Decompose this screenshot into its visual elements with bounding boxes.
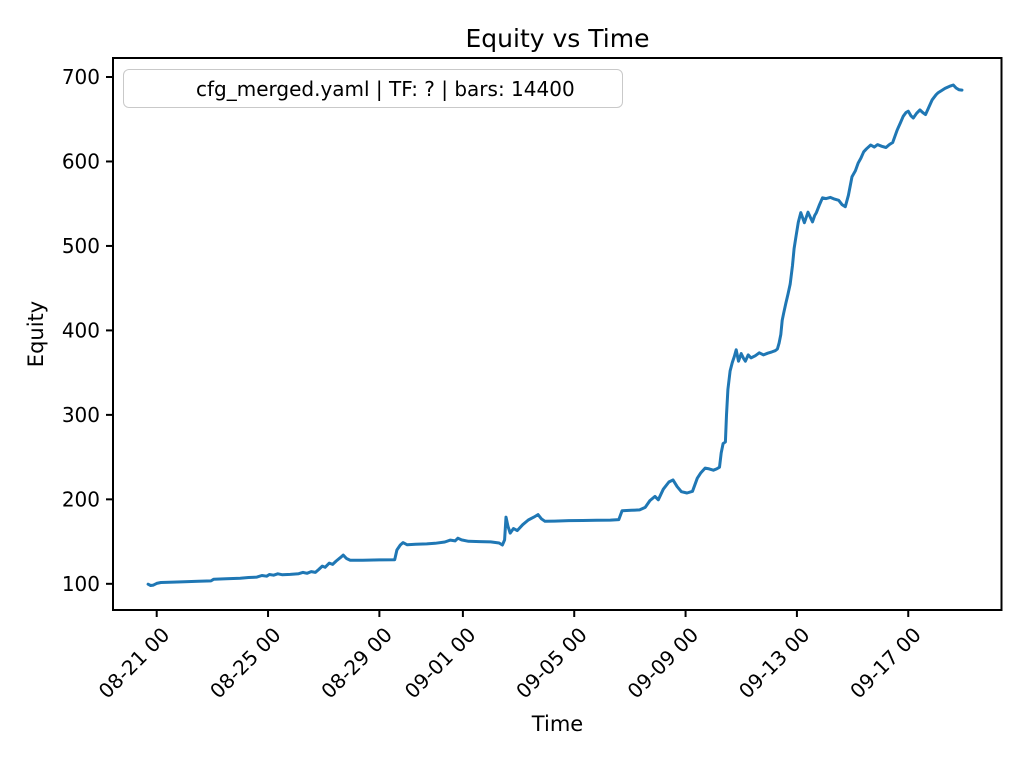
- y-tick-label: 200: [62, 487, 100, 511]
- legend: cfg_merged.yaml | TF: ? | bars: 14400: [123, 69, 623, 108]
- x-tick-label: 09-13 00: [734, 623, 815, 704]
- x-tick-label: 09-17 00: [845, 623, 926, 704]
- x-tick-label: 09-01 00: [400, 623, 481, 704]
- x-tick-label: 08-25 00: [205, 623, 286, 704]
- y-tick-label: 500: [62, 234, 100, 258]
- plot-border: [112, 57, 1003, 611]
- x-tick-label: 09-09 00: [623, 623, 704, 704]
- legend-label: cfg_merged.yaml | TF: ? | bars: 14400: [196, 76, 575, 101]
- x-tick-label: 09-05 00: [511, 623, 592, 704]
- x-axis-label: Time: [531, 712, 584, 736]
- y-tick-label: 600: [62, 149, 100, 173]
- x-tick-label: 08-21 00: [94, 623, 175, 704]
- y-axis-label: Equity: [24, 300, 48, 368]
- y-tick-label: 100: [62, 572, 100, 596]
- y-tick-label: 700: [62, 65, 100, 89]
- chart-title: Equity vs Time: [465, 24, 650, 53]
- legend-line-sample: [133, 87, 183, 91]
- equity-line: [146, 83, 964, 587]
- x-tick-label: 08-29 00: [316, 623, 397, 704]
- y-tick-label: 400: [62, 318, 100, 342]
- y-tick-label: 300: [62, 403, 100, 427]
